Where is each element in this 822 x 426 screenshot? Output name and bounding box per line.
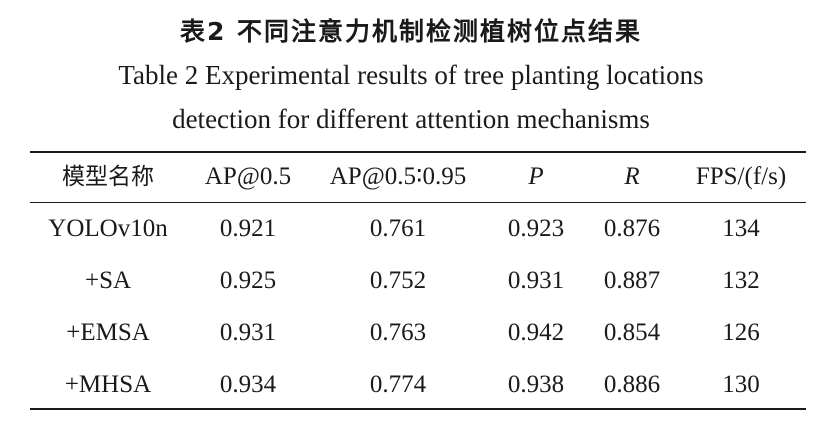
cell-precision: 0.931: [507, 267, 565, 294]
header-ap50: AP@0.5: [204, 163, 292, 190]
cell-ap50: 0.931: [219, 319, 277, 346]
caption-english-line-2: detection for different attention mechan…: [172, 104, 650, 134]
header-model-name: 模型名称: [62, 164, 154, 190]
caption-english-line-1: Table 2 Experimental results of tree pla…: [118, 60, 704, 90]
cell-recall: 0.886: [603, 371, 661, 398]
table-top-rule: [30, 151, 806, 153]
cell-ap50-95: 0.774: [369, 371, 427, 398]
header-recall: R: [624, 163, 640, 190]
cell-model: +SA: [84, 267, 132, 294]
table-bottom-rule: [30, 408, 806, 410]
cell-fps: 126: [722, 319, 760, 346]
cell-fps: 134: [722, 215, 760, 242]
header-ap50-95: AP@0.5∶0.95: [329, 163, 467, 190]
cell-precision: 0.923: [507, 215, 565, 242]
cell-ap50: 0.925: [219, 267, 277, 294]
cell-model: +MHSA: [64, 371, 152, 398]
cell-precision: 0.942: [507, 319, 565, 346]
header-precision: P: [528, 163, 544, 190]
cell-ap50: 0.934: [219, 371, 277, 398]
caption-chinese: 表2 不同注意力机制检测植树位点结果: [179, 17, 643, 46]
cell-fps: 132: [722, 267, 760, 294]
cell-ap50-95: 0.763: [369, 319, 427, 346]
cell-fps: 130: [722, 371, 760, 398]
cell-ap50-95: 0.752: [369, 267, 427, 294]
cell-precision: 0.938: [507, 371, 565, 398]
cell-ap50: 0.921: [219, 215, 277, 242]
cell-model: YOLOv10n: [48, 215, 168, 242]
cell-model: +EMSA: [66, 319, 150, 346]
header-fps: FPS/(f/s): [695, 163, 787, 190]
cell-recall: 0.887: [603, 267, 661, 294]
cell-recall: 0.876: [603, 215, 661, 242]
cell-ap50-95: 0.761: [369, 215, 427, 242]
table-header-rule: [30, 202, 806, 203]
cell-recall: 0.854: [603, 319, 661, 346]
